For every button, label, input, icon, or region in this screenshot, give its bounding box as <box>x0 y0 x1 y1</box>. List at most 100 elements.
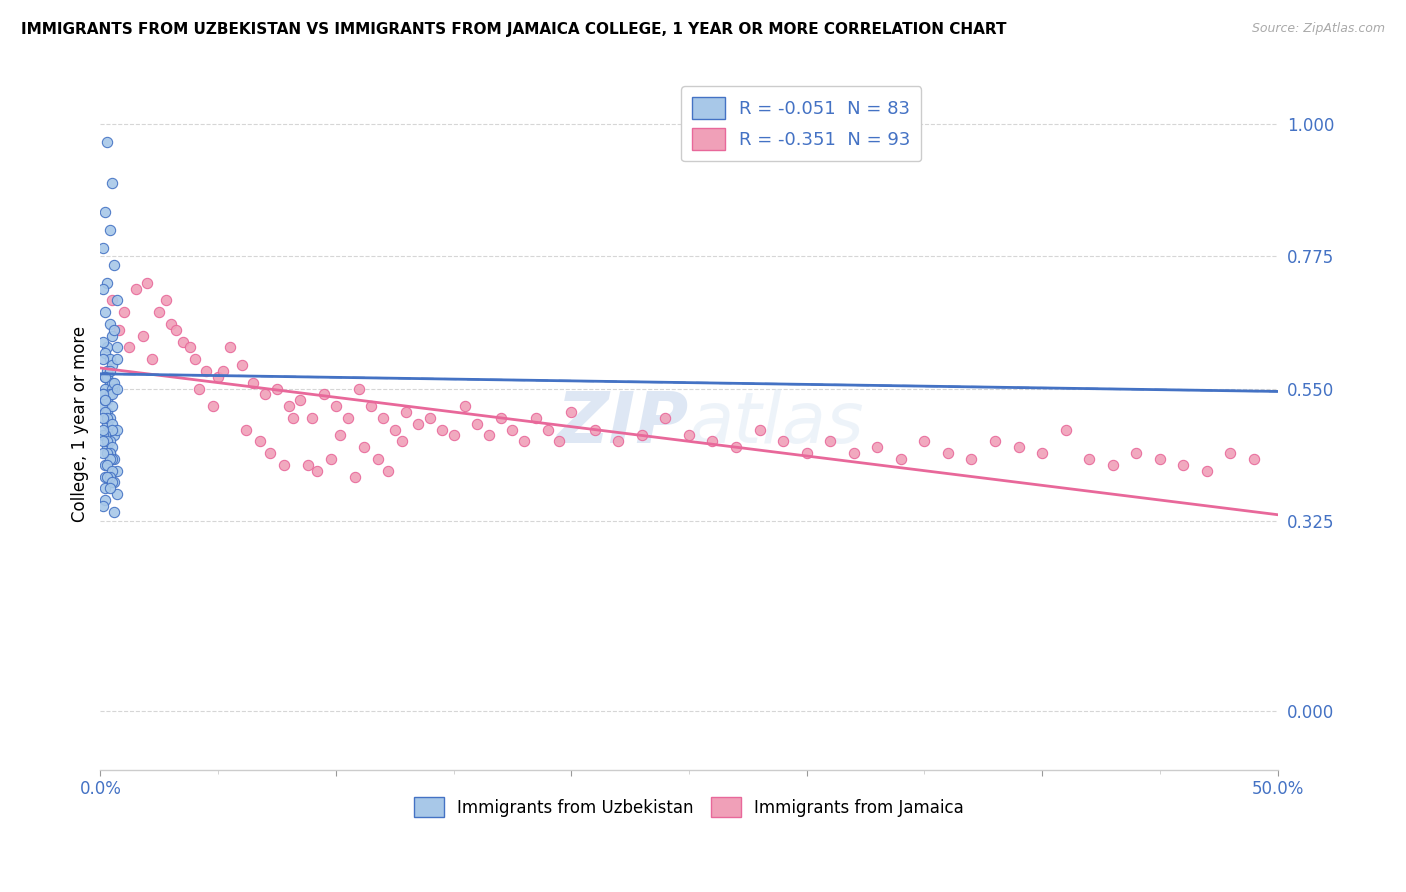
Point <box>912 434 935 449</box>
Point <box>94 369 117 384</box>
Point <box>94 458 117 472</box>
Point <box>724 440 747 454</box>
Point <box>98 387 121 401</box>
Point <box>91 428 114 442</box>
Point <box>96 440 118 454</box>
Point <box>105 340 128 354</box>
Point <box>103 382 125 396</box>
Point <box>377 464 399 478</box>
Point <box>103 258 125 272</box>
Point <box>172 334 194 349</box>
Point <box>94 369 117 384</box>
Point <box>91 410 114 425</box>
Point <box>207 369 229 384</box>
Point <box>430 423 453 437</box>
Point <box>105 382 128 396</box>
Point <box>98 423 121 437</box>
Point <box>319 451 342 466</box>
Point <box>105 464 128 478</box>
Point <box>96 364 118 378</box>
Point <box>501 423 523 437</box>
Point <box>148 305 170 319</box>
Point <box>101 464 124 478</box>
Point <box>419 410 441 425</box>
Point <box>108 323 131 337</box>
Point <box>101 328 124 343</box>
Point <box>195 364 218 378</box>
Point <box>1173 458 1195 472</box>
Point <box>218 340 240 354</box>
Text: IMMIGRANTS FROM UZBEKISTAN VS IMMIGRANTS FROM JAMAICA COLLEGE, 1 YEAR OR MORE CO: IMMIGRANTS FROM UZBEKISTAN VS IMMIGRANTS… <box>21 22 1007 37</box>
Point <box>202 399 225 413</box>
Point <box>94 305 117 319</box>
Point <box>1078 451 1101 466</box>
Point <box>513 434 536 449</box>
Point <box>188 382 211 396</box>
Point <box>1149 451 1171 466</box>
Point <box>98 446 121 460</box>
Point <box>91 423 114 437</box>
Point <box>101 417 124 431</box>
Point <box>98 434 121 449</box>
Point <box>890 451 912 466</box>
Point <box>98 376 121 390</box>
Text: ZIP: ZIP <box>557 389 689 458</box>
Point <box>101 176 124 190</box>
Point <box>96 410 118 425</box>
Point <box>105 487 128 501</box>
Point <box>489 410 512 425</box>
Point <box>91 352 114 367</box>
Point <box>211 364 233 378</box>
Point <box>105 293 128 308</box>
Point <box>273 458 295 472</box>
Point <box>1195 464 1218 478</box>
Point <box>1007 440 1029 454</box>
Point <box>94 346 117 360</box>
Point <box>136 276 159 290</box>
Point <box>91 282 114 296</box>
Point <box>101 293 124 308</box>
Point <box>583 423 606 437</box>
Text: atlas: atlas <box>689 389 863 458</box>
Point <box>748 423 770 437</box>
Point <box>353 440 375 454</box>
Point <box>96 340 118 354</box>
Point <box>98 410 121 425</box>
Point <box>96 393 118 408</box>
Point <box>91 499 114 513</box>
Point <box>98 446 121 460</box>
Point <box>103 376 125 390</box>
Point <box>984 434 1007 449</box>
Point <box>1101 458 1123 472</box>
Point <box>360 399 382 413</box>
Point <box>179 340 201 354</box>
Text: Source: ZipAtlas.com: Source: ZipAtlas.com <box>1251 22 1385 36</box>
Point <box>631 428 654 442</box>
Point <box>384 423 406 437</box>
Point <box>94 481 117 495</box>
Point <box>524 410 547 425</box>
Point <box>478 428 501 442</box>
Point <box>101 387 124 401</box>
Point <box>101 451 124 466</box>
Point <box>1219 446 1241 460</box>
Point <box>678 428 700 442</box>
Point <box>103 475 125 490</box>
Point <box>454 399 477 413</box>
Point <box>231 358 253 372</box>
Point <box>96 276 118 290</box>
Point <box>818 434 841 449</box>
Point <box>96 405 118 419</box>
Point <box>259 446 281 460</box>
Point <box>132 328 155 343</box>
Point <box>654 410 676 425</box>
Point <box>98 352 121 367</box>
Point <box>254 387 277 401</box>
Y-axis label: College, 1 year or more: College, 1 year or more <box>72 326 89 522</box>
Point <box>101 358 124 372</box>
Point <box>91 387 114 401</box>
Point <box>283 410 305 425</box>
Point <box>112 305 135 319</box>
Point <box>96 417 118 431</box>
Point <box>94 393 117 408</box>
